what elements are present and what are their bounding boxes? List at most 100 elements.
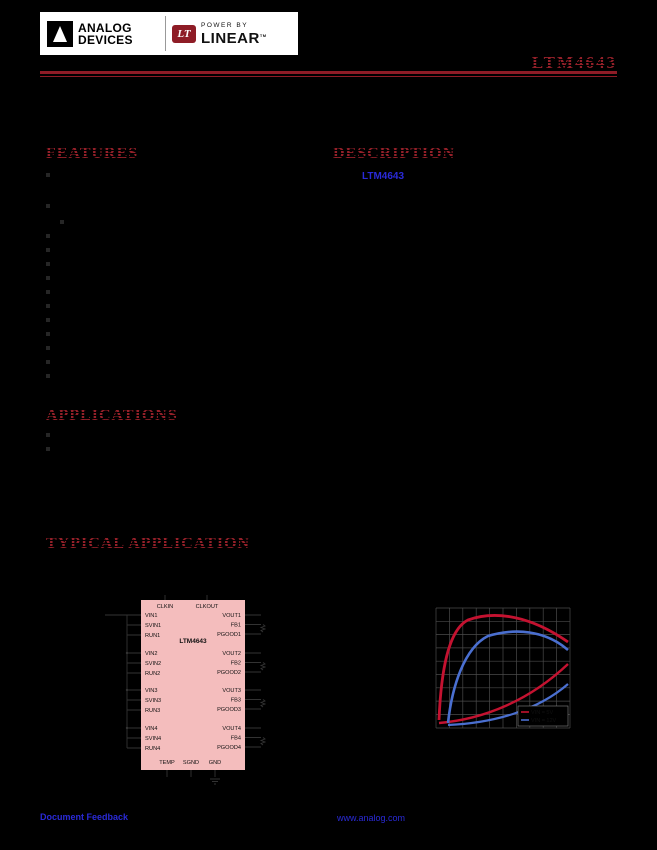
pin-label: CLKIN: [157, 604, 173, 610]
lt-logo-icon: LT: [172, 24, 196, 43]
pin-label: TEMP: [159, 760, 175, 766]
adi-triangle-icon: [47, 20, 73, 47]
pin-label: VIN2: [145, 651, 157, 657]
chart-legend: VIN = 5V VIN = 12V: [517, 705, 569, 727]
feature-item: [46, 170, 64, 201]
curve-vin5-upper: [437, 614, 569, 721]
bullet-icon: [46, 248, 50, 252]
pin-label: RUN4: [145, 746, 160, 752]
chip-body: [141, 600, 245, 770]
bullet-icon: [46, 433, 50, 437]
feature-item: [46, 245, 64, 259]
power-by-linear-logo: LT POWER BY LINEARTM: [172, 22, 267, 46]
header-rule-thin: [40, 76, 617, 77]
feature-item: [46, 259, 64, 273]
trademark-label: TM: [259, 32, 267, 38]
feature-item: [46, 201, 64, 217]
pin-label: FB2: [231, 661, 241, 667]
wire-junction-dot: [125, 688, 129, 692]
pin-label: CLKOUT: [196, 604, 219, 610]
feature-item: [60, 217, 64, 231]
pin-label: VOUT3: [222, 688, 241, 694]
pin-label: SGND: [183, 760, 199, 766]
applications-list: [46, 430, 50, 458]
feature-item: [46, 287, 64, 301]
pin-label: PGOOD4: [217, 745, 241, 751]
wire-junction-dot: [125, 651, 129, 655]
pin-label: VOUT4: [222, 726, 241, 732]
pin-label: SVIN3: [145, 698, 161, 704]
description-part-link[interactable]: LTM4643: [362, 171, 405, 182]
feature-item: [46, 231, 64, 245]
features-list: [46, 170, 64, 385]
description-heading: DESCRIPTION: [333, 145, 456, 162]
bullet-icon: [46, 290, 50, 294]
pin-label: VIN3: [145, 688, 157, 694]
bullet-icon: [46, 447, 50, 451]
curve-vin5-lower: [438, 663, 569, 725]
bullet-icon: [46, 318, 50, 322]
website-link[interactable]: www.analog.com: [337, 813, 406, 823]
features-heading: FEATURES: [46, 145, 139, 162]
header-logo: ANALOG DEVICES LT POWER BY LINEARTM: [40, 12, 298, 55]
curve-vin12-upper: [446, 630, 569, 724]
bullet-icon: [46, 276, 50, 280]
bullet-icon: [46, 204, 50, 208]
bullet-icon: [46, 374, 50, 378]
pin-label: VIN4: [145, 726, 157, 732]
pin-label: SVIN1: [145, 623, 161, 629]
feature-item: [46, 329, 64, 343]
pin-label: FB1: [231, 623, 241, 629]
curve-vin12-lower: [447, 683, 569, 727]
pin-label: PGOOD1: [217, 632, 241, 638]
analog-devices-logo: ANALOG DEVICES: [40, 20, 159, 47]
pin-label: RUN1: [145, 633, 160, 639]
legend-label-vin5: VIN = 5V: [531, 710, 553, 716]
legend-label-vin12: VIN = 12V: [531, 718, 557, 724]
pin-label: RUN3: [145, 708, 160, 714]
schematic-wires: [105, 595, 261, 785]
bullet-icon: [46, 173, 50, 177]
bullet-icon: [46, 332, 50, 336]
bullet-icon: [46, 360, 50, 364]
linear-label: LINEARTM: [201, 29, 267, 47]
pin-label: RUN2: [145, 671, 160, 677]
pin-label: PGOOD3: [217, 707, 241, 713]
feature-item: [46, 371, 64, 385]
pin-label: FB4: [231, 736, 241, 742]
part-number-block: LTM4643: [531, 53, 618, 73]
pin-label: VOUT1: [222, 613, 241, 619]
bullet-icon: [46, 234, 50, 238]
wire-junction-dot: [125, 726, 129, 730]
pin-label: FB3: [231, 698, 241, 704]
feature-item: [46, 301, 64, 315]
application-item: [46, 444, 50, 458]
pin-label: SVIN2: [145, 661, 161, 667]
power-by-label: POWER BY: [201, 21, 249, 29]
typical-application-schematic: CLKIN CLKOUT VIN1 SVIN1 RUN1 VIN2 SVIN2 …: [105, 595, 267, 785]
pin-label: PGOOD2: [217, 670, 241, 676]
bullet-icon: [46, 304, 50, 308]
chip-label: LTM4643: [179, 638, 207, 645]
application-item: [46, 430, 50, 444]
applications-heading: APPLICATIONS: [46, 407, 178, 424]
bullet-icon: [60, 220, 64, 224]
bullet-icon: [46, 346, 50, 350]
part-number: LTM4643: [531, 53, 618, 72]
feature-item: [46, 343, 64, 357]
pin-label: SVIN4: [145, 736, 161, 742]
feature-item: [46, 357, 64, 371]
efficiency-chart: VIN = 5V VIN = 12V: [435, 607, 571, 729]
logo-divider: [165, 16, 166, 51]
pin-label: GND: [209, 760, 221, 766]
feature-item: [46, 315, 64, 329]
adi-logo-line1: ANALOG: [78, 20, 132, 35]
bullet-icon: [46, 262, 50, 266]
pin-label: VOUT2: [222, 651, 241, 657]
lt-monogram-label: LT: [177, 27, 191, 40]
document-feedback-link[interactable]: Document Feedback: [40, 812, 129, 822]
header-rule-thick: [40, 71, 617, 74]
typical-application-heading: TYPICAL APPLICATION: [46, 535, 251, 552]
feature-item: [46, 273, 64, 287]
